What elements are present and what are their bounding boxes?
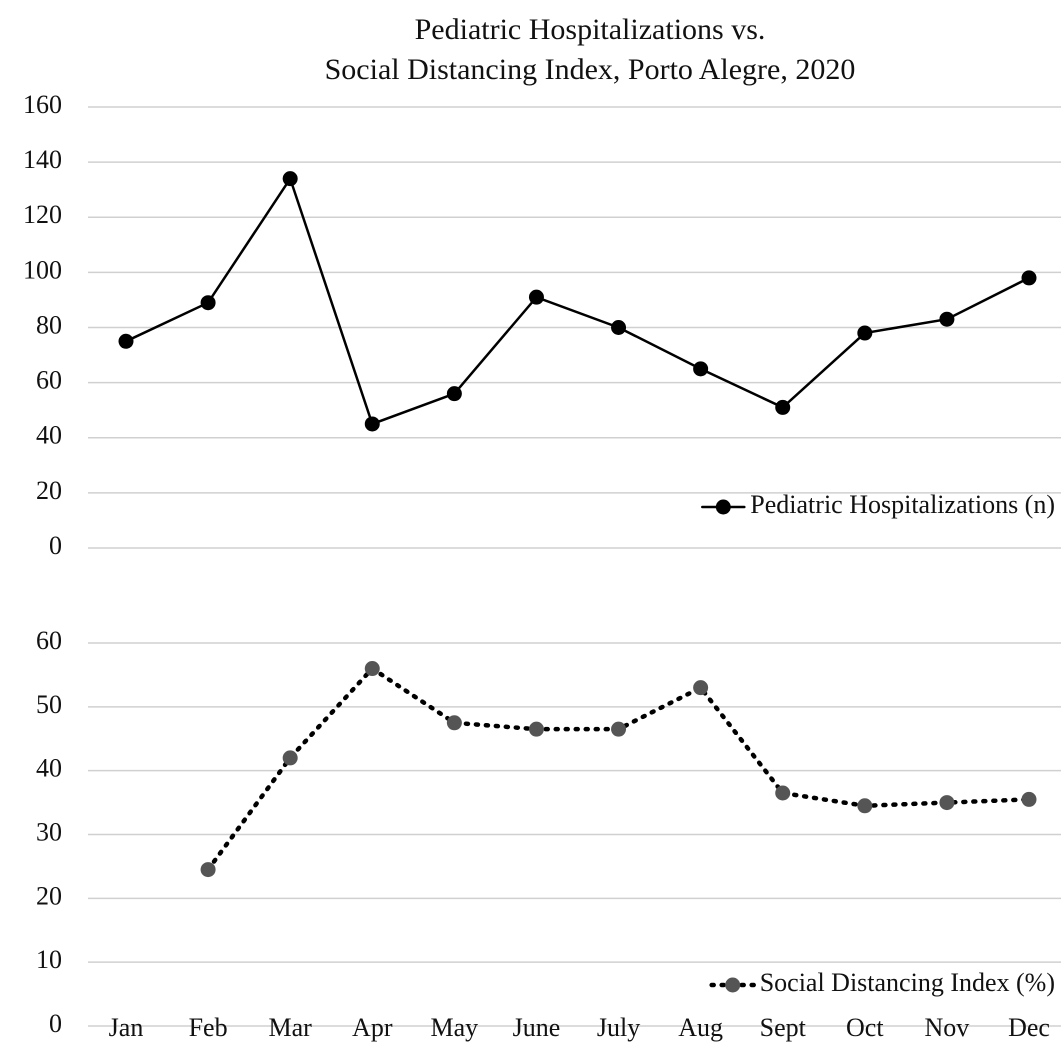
legend-marker <box>715 499 731 515</box>
point <box>857 798 873 814</box>
point <box>1021 791 1037 807</box>
point <box>693 680 709 696</box>
point <box>939 795 955 811</box>
x-tick-label: Nov <box>925 1013 970 1042</box>
y-tick-label: 50 <box>36 690 62 719</box>
y-tick-label: 0 <box>49 531 62 560</box>
y-tick-label: 140 <box>23 145 62 174</box>
point <box>200 862 216 878</box>
legend-marker <box>725 977 741 993</box>
point <box>528 721 544 737</box>
point <box>282 171 298 187</box>
legend-label: Pediatric Hospitalizations (n) <box>750 490 1055 519</box>
x-tick-label: Apr <box>352 1013 393 1042</box>
y-tick-label: 20 <box>36 881 62 910</box>
y-tick-label: 0 <box>49 1009 62 1038</box>
legend-label: Social Distancing Index (%) <box>760 968 1055 997</box>
x-tick-label: June <box>513 1013 561 1042</box>
x-tick-label: Sept <box>760 1013 807 1042</box>
point <box>775 785 791 801</box>
y-tick-label: 80 <box>36 310 62 339</box>
y-tick-label: 10 <box>36 945 62 974</box>
x-tick-label: Jan <box>109 1013 144 1042</box>
y-tick-label: 100 <box>23 255 62 284</box>
x-tick-label: Dec <box>1008 1013 1050 1042</box>
y-tick-label: 60 <box>36 366 62 395</box>
x-tick-label: May <box>431 1013 479 1042</box>
point <box>857 325 873 341</box>
x-tick-label: Oct <box>846 1013 884 1042</box>
x-tick-label: Feb <box>189 1013 228 1042</box>
point <box>364 416 380 432</box>
point <box>611 721 627 737</box>
point <box>364 661 380 677</box>
y-tick-label: 40 <box>36 754 62 783</box>
x-tick-label: Mar <box>269 1013 313 1042</box>
y-tick-label: 120 <box>23 200 62 229</box>
y-tick-label: 30 <box>36 817 62 846</box>
point <box>693 361 709 377</box>
series-line <box>205 665 1032 872</box>
point <box>200 295 216 311</box>
y-tick-label: 160 <box>23 90 62 119</box>
chart-title: Social Distancing Index, Porto Alegre, 2… <box>325 53 856 86</box>
y-tick-label: 40 <box>36 421 62 450</box>
x-tick-label: July <box>597 1013 640 1042</box>
point <box>775 399 791 415</box>
point <box>446 386 462 402</box>
point <box>446 715 462 731</box>
y-tick-label: 60 <box>36 626 62 655</box>
y-tick-label: 20 <box>36 476 62 505</box>
series-line <box>124 175 1031 426</box>
point <box>528 289 544 305</box>
point <box>118 333 134 349</box>
point <box>282 750 298 766</box>
x-tick-label: Aug <box>678 1013 723 1042</box>
chart-title: Pediatric Hospitalizations vs. <box>415 13 766 46</box>
point <box>1021 270 1037 286</box>
point <box>611 320 627 335</box>
point <box>939 311 955 327</box>
